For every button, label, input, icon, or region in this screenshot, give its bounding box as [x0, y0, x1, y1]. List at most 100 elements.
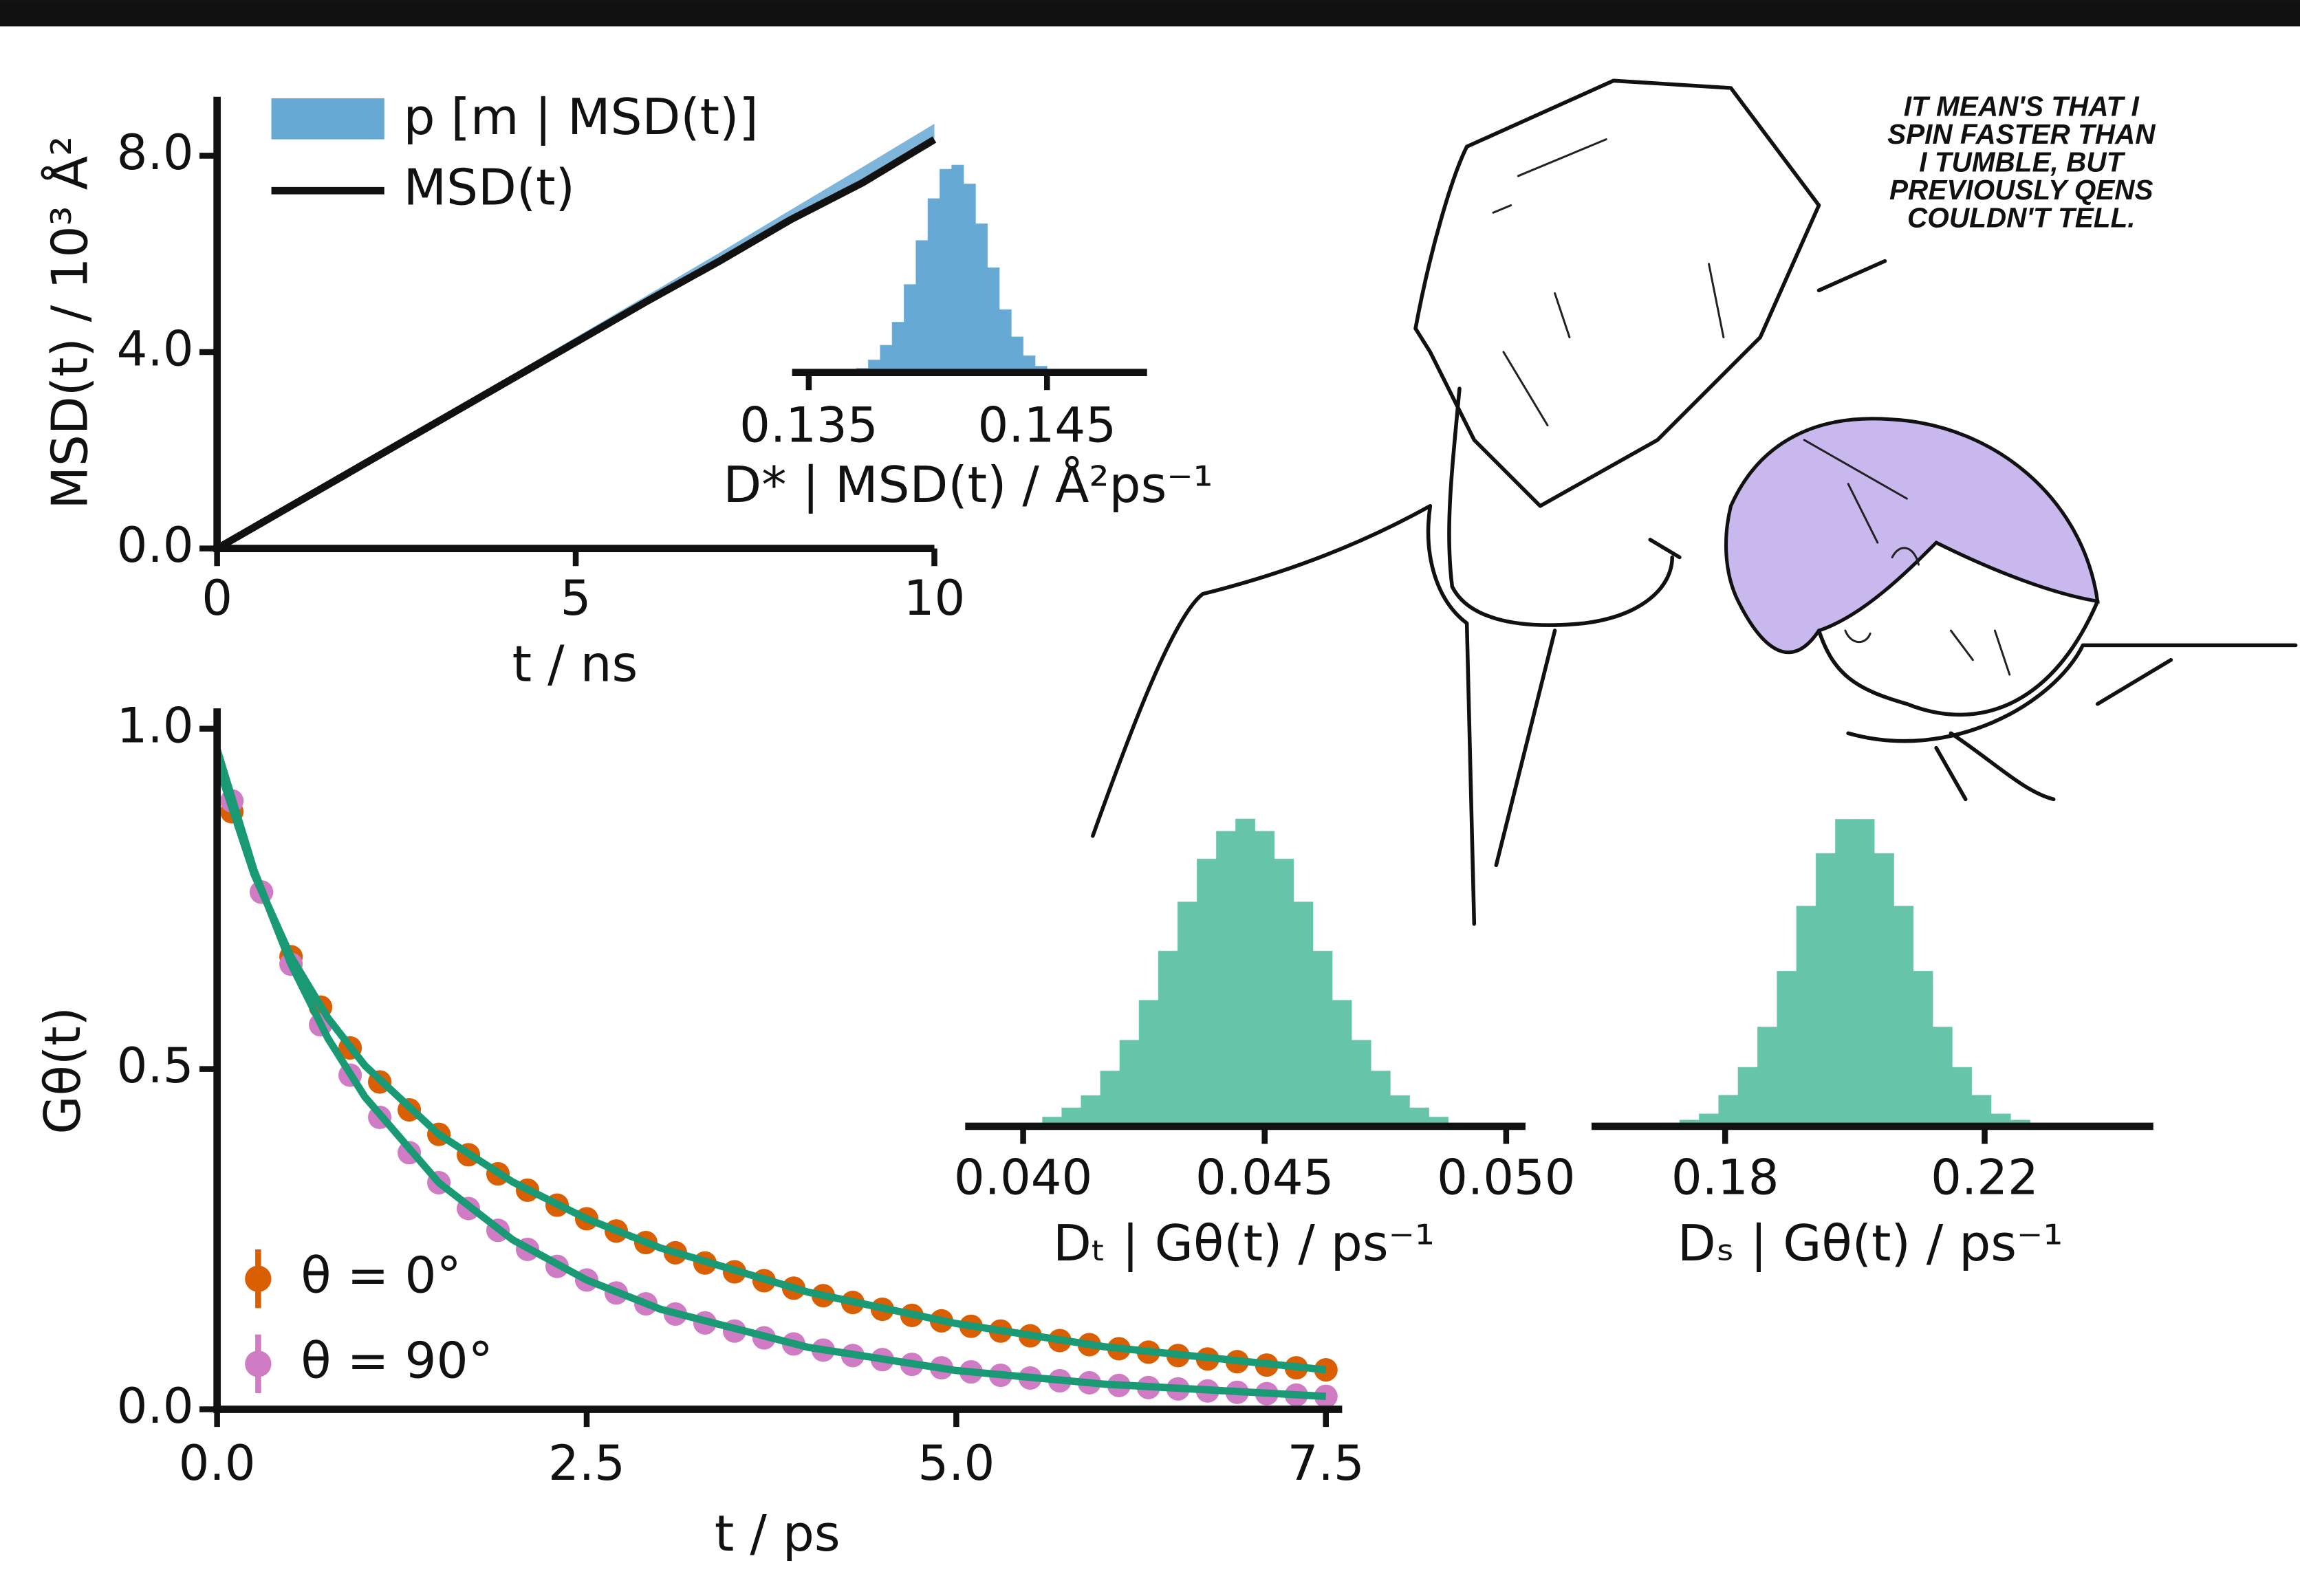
speech-line: IT MEAN'S THAT I	[1904, 91, 2140, 122]
hist-bar	[1235, 818, 1256, 1127]
hist-bar	[1757, 1027, 1778, 1127]
x-tick-label: 5	[561, 570, 592, 626]
hist-bar	[1777, 970, 1797, 1127]
hist-bar	[1796, 906, 1816, 1127]
speech-tail	[1816, 259, 1887, 293]
x-tick-label: 0.050	[1437, 1149, 1575, 1205]
hair	[1724, 417, 2100, 655]
hist-bar	[1293, 901, 1314, 1127]
y-tick-label: 4.0	[117, 321, 194, 378]
hist-bar	[1196, 858, 1217, 1127]
hist-bar	[1737, 1067, 1758, 1127]
msd-line	[215, 136, 937, 552]
x-tick-label: 0.135	[739, 397, 878, 453]
legend-label: θ = 90°	[301, 1332, 493, 1390]
top-bar	[0, 0, 2300, 27]
hist-bar	[1100, 1070, 1120, 1127]
x-tick-label: 5.0	[918, 1435, 995, 1491]
hist-bar	[1854, 818, 1875, 1127]
speech-line: SPIN FASTER THAN	[1887, 118, 2156, 150]
hist-bar	[1138, 1000, 1159, 1127]
y-axis-label: MSD(t) / 10³ Å²	[40, 136, 100, 510]
cube-lines	[1492, 138, 1725, 426]
hist-bar	[1158, 950, 1178, 1127]
x-tick-label: 2.5	[548, 1435, 625, 1491]
hist-bar	[1081, 1095, 1101, 1127]
x-tick-label: 0.22	[1931, 1149, 2039, 1205]
hist-bar	[1971, 1095, 1992, 1127]
comic-drawing	[1091, 78, 2298, 926]
hist-bar	[1010, 336, 1024, 373]
hist-bar	[1370, 1070, 1391, 1127]
legend-marker	[245, 1351, 272, 1377]
y-tick-label: 1.0	[117, 697, 194, 754]
hist-bar	[1215, 831, 1237, 1127]
x-tick-label: 7.5	[1288, 1435, 1365, 1491]
x-axis-label: t / ps	[715, 1505, 840, 1563]
hist-bar	[1874, 853, 1894, 1127]
y-tick-label: 0.0	[117, 517, 194, 573]
body	[1091, 504, 1557, 926]
y-tick-label: 0.5	[117, 1038, 194, 1094]
y-tick-label: 0.0	[117, 1378, 194, 1434]
hist-bar	[999, 309, 1012, 373]
face-lines	[1803, 439, 2011, 676]
x-axis-label: t / ns	[512, 635, 638, 693]
y-axis-label: Gθ(t)	[34, 1007, 92, 1135]
hist-bar	[1332, 1000, 1352, 1127]
fit-line	[213, 747, 1327, 1401]
hist-bar	[891, 322, 904, 373]
x-axis-label: Dₜ | Gθ(t) / ps⁻¹	[1053, 1215, 1435, 1273]
x-tick-label: 0.040	[954, 1149, 1092, 1205]
hist-bar	[975, 223, 988, 373]
hist-bar	[915, 240, 929, 373]
hist-bar	[1389, 1095, 1410, 1127]
legend-swatch	[271, 98, 384, 140]
hist-bar	[987, 267, 1000, 373]
x-tick-label: 0.045	[1195, 1149, 1334, 1205]
cube	[1413, 78, 1821, 508]
hist-bar	[1119, 1040, 1140, 1127]
legend-label: MSD(t)	[403, 159, 574, 217]
hist-bar	[1177, 901, 1197, 1127]
speech-line: I TUMBLE, BUT	[1919, 146, 2125, 178]
hist-bar	[1815, 853, 1836, 1127]
face	[1816, 599, 2100, 717]
x-tick-label: 0.0	[179, 1435, 256, 1491]
legend-marker	[245, 1265, 272, 1292]
x-axis-label: D* | MSD(t) / Å²ps⁻¹	[723, 455, 1213, 514]
hist-bar	[1951, 1067, 1973, 1127]
y-tick-label: 8.0	[117, 124, 194, 181]
hist-bar	[927, 198, 940, 373]
hist-bar	[1718, 1095, 1739, 1127]
hist-bar	[1835, 818, 1856, 1127]
hist-bar	[1932, 1027, 1953, 1127]
x-tick-label: 10	[904, 570, 966, 626]
hist-bar	[1913, 970, 1933, 1127]
x-tick-label: 0.145	[978, 397, 1116, 453]
hist-bar	[880, 345, 893, 373]
x-axis-label: Dₛ | Gθ(t) / ps⁻¹	[1678, 1215, 2063, 1273]
shoulder	[1648, 538, 2298, 743]
hist-bar	[1893, 906, 1914, 1127]
hist-bar	[963, 183, 976, 373]
legend-label: θ = 0°	[301, 1247, 462, 1305]
collar	[1447, 386, 1674, 627]
x-tick-label: 0	[202, 570, 232, 626]
hist-bar	[1255, 831, 1275, 1127]
x-tick-label: 0.18	[1671, 1149, 1779, 1205]
legend-label: p [m | MSD(t)]	[403, 89, 758, 146]
speech-line: COULDN'T TELL.	[1907, 202, 2135, 234]
hist-bar	[939, 168, 953, 373]
arm	[1934, 657, 2173, 802]
hist-bar	[1351, 1040, 1371, 1127]
hist-bar	[1274, 858, 1294, 1127]
hist-bar	[1312, 950, 1333, 1127]
hist-bar	[903, 284, 917, 373]
speech-line: PREVIOUSLY QENS	[1889, 174, 2153, 206]
hist-bar	[951, 164, 964, 373]
